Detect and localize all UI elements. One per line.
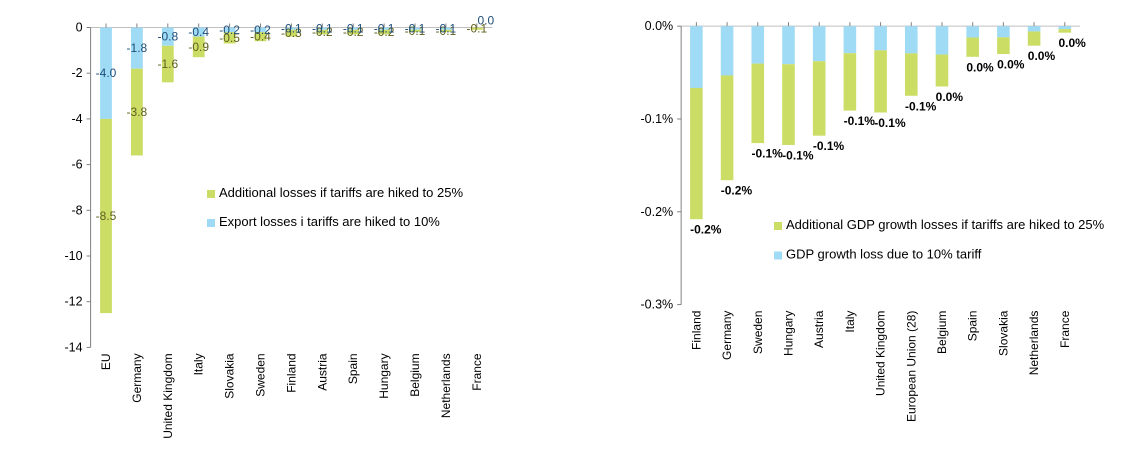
svg-text:0.0: 0.0 <box>477 14 494 28</box>
svg-text:Germany: Germany <box>720 311 734 360</box>
svg-text:0.0%: 0.0% <box>966 60 994 74</box>
svg-text:Germany: Germany <box>130 353 144 402</box>
svg-text:-0.2: -0.2 <box>250 23 271 37</box>
svg-text:Italy: Italy <box>192 353 206 375</box>
svg-text:-8.5: -8.5 <box>96 209 117 223</box>
svg-text:Spain: Spain <box>966 311 980 342</box>
svg-text:Italy: Italy <box>843 311 857 333</box>
svg-text:Slovakia: Slovakia <box>996 310 1010 356</box>
svg-text:Austria: Austria <box>315 353 329 391</box>
svg-text:Spain: Spain <box>346 353 360 384</box>
svg-text:-0.3%: -0.3% <box>641 298 674 312</box>
svg-text:-0.1%: -0.1% <box>905 99 937 113</box>
svg-text:-0.1%: -0.1% <box>782 148 814 162</box>
svg-text:Additional GDP growth losses i: Additional GDP growth losses if tariffs … <box>786 217 1105 232</box>
svg-text:Additional losses if tariffs a: Additional losses if tariffs are hiked t… <box>219 185 463 200</box>
svg-text:-0.1: -0.1 <box>436 22 457 36</box>
svg-text:0.0%: 0.0% <box>1058 36 1086 50</box>
svg-text:-0.9: -0.9 <box>188 40 209 54</box>
svg-text:-0.1%: -0.1% <box>844 114 876 128</box>
svg-text:Sweden: Sweden <box>751 311 765 354</box>
svg-text:-8: -8 <box>71 203 82 217</box>
svg-text:Netherlands: Netherlands <box>439 353 453 418</box>
svg-text:-0.2%: -0.2% <box>690 223 722 237</box>
svg-text:EU: EU <box>99 353 113 370</box>
svg-text:United Kingdom: United Kingdom <box>874 311 888 396</box>
svg-text:-0.8: -0.8 <box>157 30 178 44</box>
svg-text:0.0%: 0.0% <box>936 90 964 104</box>
svg-text:Finland: Finland <box>284 353 298 392</box>
svg-text:GDP growth loss due to 10% ta: GDP growth loss due to 10% tariff <box>786 247 982 262</box>
svg-text:Slovakia: Slovakia <box>223 353 237 399</box>
svg-text:France: France <box>470 353 484 391</box>
svg-text:-10: -10 <box>65 249 83 263</box>
svg-text:-0.2%: -0.2% <box>721 184 753 198</box>
svg-text:-2: -2 <box>71 66 82 80</box>
svg-text:-0.4: -0.4 <box>188 25 209 39</box>
svg-text:Netherlands: Netherlands <box>1027 311 1041 376</box>
svg-text:Belgium: Belgium <box>408 353 422 396</box>
svg-text:-0.1: -0.1 <box>374 22 395 36</box>
svg-text:0: 0 <box>76 21 83 35</box>
svg-text:-0.1: -0.1 <box>405 22 426 36</box>
svg-text:Belgium: Belgium <box>935 311 949 354</box>
svg-text:-1.8: -1.8 <box>127 41 148 55</box>
svg-text:-4.0: -4.0 <box>96 66 117 80</box>
svg-text:-14: -14 <box>65 340 83 354</box>
svg-text:-0.1: -0.1 <box>312 22 333 36</box>
svg-text:Hungary: Hungary <box>781 311 795 356</box>
svg-text:0.0%: 0.0% <box>645 19 674 33</box>
svg-text:-0.1: -0.1 <box>281 22 302 36</box>
svg-text:-0.1%: -0.1% <box>813 139 845 153</box>
svg-text:0.0%: 0.0% <box>1028 49 1056 63</box>
svg-text:-0.2%: -0.2% <box>641 205 674 219</box>
svg-text:-0.1%: -0.1% <box>874 116 906 130</box>
svg-text:-4: -4 <box>71 112 82 126</box>
svg-text:Finland: Finland <box>689 311 703 350</box>
svg-text:-0.2: -0.2 <box>219 23 240 37</box>
svg-text:European Union (28): European Union (28) <box>904 311 918 422</box>
svg-text:-0.1%: -0.1% <box>751 147 783 161</box>
svg-text:-6: -6 <box>71 158 82 172</box>
svg-text:-0.1%: -0.1% <box>641 112 674 126</box>
svg-text:Export losses i tariffs are hi: Export losses i tariffs are hiked to 10% <box>219 214 440 229</box>
svg-text:United Kingdom: United Kingdom <box>161 353 175 438</box>
svg-text:-0.1: -0.1 <box>343 22 364 36</box>
svg-text:Sweden: Sweden <box>254 353 268 396</box>
svg-text:France: France <box>1058 310 1072 348</box>
svg-text:Austria: Austria <box>812 310 826 348</box>
svg-text:-1.6: -1.6 <box>157 57 178 71</box>
svg-text:-3.8: -3.8 <box>127 105 148 119</box>
svg-text:-12: -12 <box>65 295 83 309</box>
svg-text:0.0%: 0.0% <box>997 58 1025 72</box>
svg-text:Hungary: Hungary <box>377 353 391 398</box>
